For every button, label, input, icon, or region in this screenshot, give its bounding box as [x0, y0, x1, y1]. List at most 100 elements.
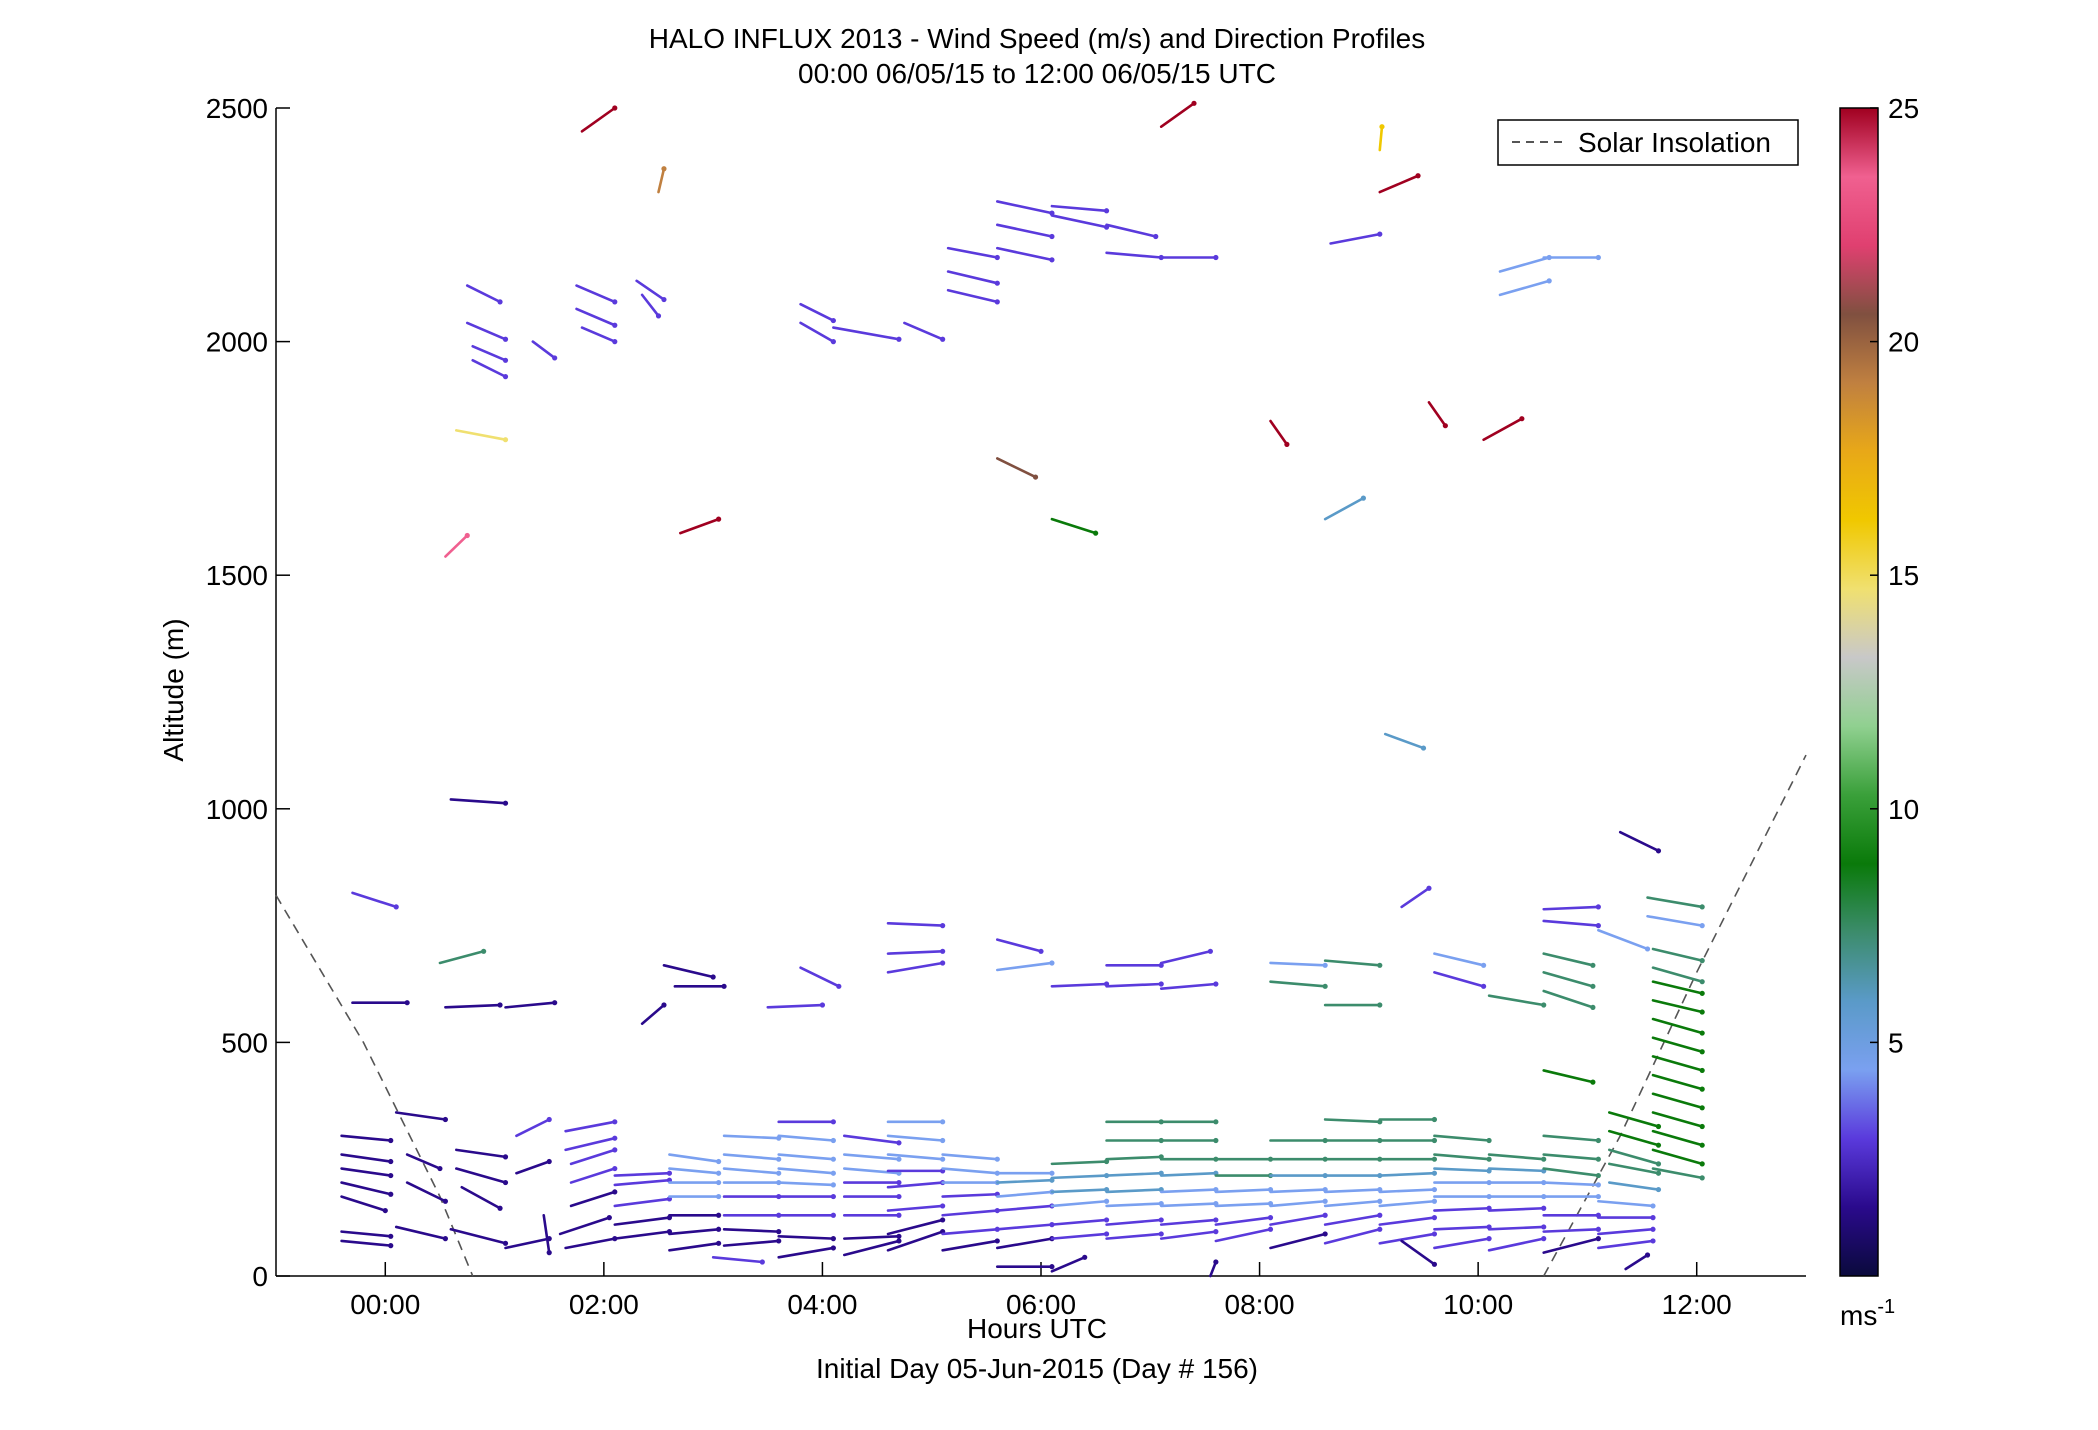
wind-barb-head — [1590, 962, 1596, 968]
wind-barb — [1607, 1148, 1660, 1166]
wind-barb — [1323, 1188, 1382, 1194]
wind-barb-head — [1049, 1170, 1055, 1176]
wind-barb-head — [1699, 979, 1705, 985]
wind-barb — [340, 1239, 393, 1247]
wind-barb — [1378, 1171, 1436, 1177]
wind-barb — [449, 798, 507, 805]
wind-barb — [941, 1227, 999, 1236]
wind-barb — [1651, 1073, 1704, 1091]
wind-barb-head — [655, 313, 662, 319]
wind-barb-head — [442, 1236, 448, 1242]
wind-barb — [1542, 971, 1595, 988]
wind-barb-head — [716, 1170, 722, 1176]
wind-barb — [777, 1246, 835, 1259]
wind-barb-head — [830, 1119, 836, 1125]
colorbar-tick-label: 10 — [1888, 794, 1919, 825]
wind-barb-head — [1377, 1002, 1383, 1008]
wind-barb-head — [1426, 885, 1432, 891]
chart-subtitle: 00:00 06/05/15 to 12:00 06/05/15 UTC — [798, 58, 1276, 89]
wind-barb — [465, 284, 502, 304]
wind-barb — [1400, 1239, 1436, 1266]
wind-barb-head — [1595, 923, 1601, 929]
wind-barb-head — [1595, 254, 1601, 261]
wind-barb-head — [1267, 1215, 1274, 1221]
wind-barb — [569, 1148, 617, 1166]
wind-barb — [613, 1230, 671, 1240]
x-tick-label: 04:00 — [787, 1289, 857, 1320]
wind-barb-head — [1377, 962, 1383, 968]
wind-barb-head — [1431, 1137, 1438, 1144]
wind-barb — [1323, 496, 1365, 521]
wind-barb-head — [830, 317, 836, 324]
wind-barb — [455, 429, 507, 442]
wind-barb — [1542, 1227, 1600, 1233]
wind-barb-head — [940, 948, 946, 954]
wind-barb — [722, 1227, 781, 1233]
wind-barb — [1050, 1199, 1108, 1208]
wind-barb — [504, 1237, 551, 1250]
wind-barb-head — [1213, 1259, 1219, 1265]
wind-barb — [569, 1167, 617, 1184]
wind-barb — [995, 1223, 1054, 1231]
wind-barb-head — [776, 1229, 782, 1235]
wind-barb-head — [940, 336, 946, 342]
wind-barb-head — [1541, 1224, 1547, 1230]
wind-barb — [405, 1181, 447, 1203]
wind-barb-head — [830, 1182, 836, 1188]
wind-barb — [842, 1167, 901, 1175]
wind-barb — [438, 949, 485, 965]
wind-barb — [1378, 1188, 1436, 1194]
wind-barb — [995, 1204, 1054, 1212]
wind-barb-head — [716, 1212, 722, 1218]
wind-barb-head — [502, 437, 509, 443]
wind-barb — [886, 921, 944, 927]
wind-barb-head — [1267, 1226, 1274, 1232]
wind-barb-head — [1213, 1217, 1219, 1223]
wind-barb — [580, 106, 617, 133]
y-tick-label: 500 — [221, 1027, 268, 1058]
wind-barb-head — [1431, 1231, 1438, 1237]
wind-barb — [842, 1234, 901, 1240]
wind-barb-head — [940, 923, 946, 929]
wind-barb-head — [612, 1189, 618, 1195]
wind-barb — [575, 307, 617, 327]
wind-barb — [1214, 1227, 1272, 1243]
wind-barb — [640, 1003, 666, 1026]
wind-barb-head — [1093, 530, 1099, 536]
wind-barb — [995, 961, 1054, 972]
wind-barb-head — [776, 1238, 782, 1244]
wind-barb — [1050, 1232, 1108, 1240]
wind-barb-head — [1595, 1172, 1601, 1179]
wind-barb-head — [666, 1170, 673, 1176]
wind-barb-head — [896, 1233, 902, 1239]
wind-barb-head — [1431, 1198, 1438, 1204]
wind-barb-head — [612, 322, 618, 328]
wind-barb — [995, 457, 1037, 479]
wind-barb-head — [1049, 1264, 1055, 1270]
wind-barb-head — [502, 374, 509, 380]
wind-barb — [1607, 1162, 1660, 1175]
wind-barb — [1542, 1069, 1595, 1084]
wind-barb-head — [896, 336, 902, 342]
wind-barb-head — [502, 1179, 509, 1186]
wind-barb-head — [1650, 1238, 1656, 1244]
wind-barb — [1482, 417, 1524, 442]
wind-barb — [722, 1239, 781, 1247]
wind-barb-head — [1322, 1198, 1328, 1204]
wind-barb-head — [661, 1002, 667, 1008]
wind-barb-head — [1644, 946, 1651, 952]
wind-barb — [777, 1153, 835, 1161]
wind-barb-head — [1082, 1254, 1088, 1260]
wind-barb-head — [1644, 1252, 1651, 1258]
wind-barb — [1105, 1218, 1163, 1226]
wind-barb-head — [1322, 962, 1328, 968]
wind-barb-head — [1481, 962, 1487, 968]
wind-barb-head — [830, 1156, 836, 1162]
wind-barb-head — [1595, 1226, 1601, 1232]
wind-barb-head — [1699, 1105, 1705, 1111]
wind-barb — [1651, 1129, 1704, 1147]
wind-barb — [842, 1153, 901, 1161]
wind-barb — [722, 1134, 781, 1140]
wind-barb-head — [1158, 981, 1164, 987]
wind-barb-head — [1158, 1231, 1164, 1237]
